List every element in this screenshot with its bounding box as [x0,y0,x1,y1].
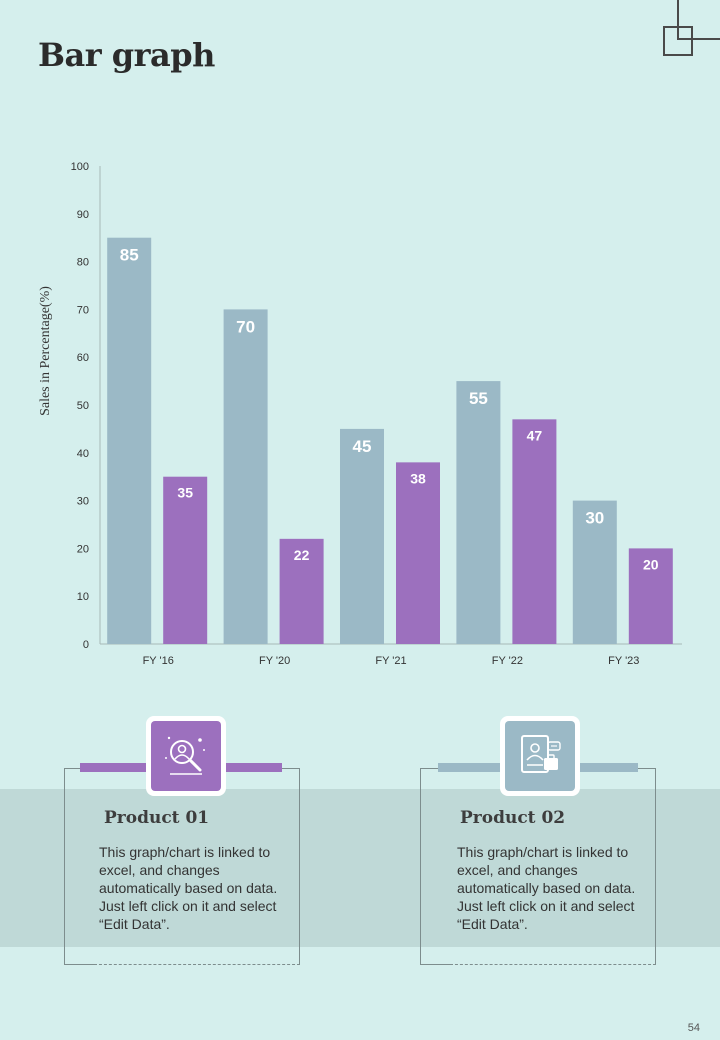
x-tick-label: FY '23 [608,655,639,667]
bar-product-02 [163,476,208,644]
page-title: Bar graph [38,36,215,74]
y-axis-title: Sales in Percentage(%) [38,286,53,416]
x-tick-label: FY '21 [375,655,406,667]
card-bottom-border [64,964,300,965]
product-title: Product 02 [460,808,566,828]
bar-product-02 [396,462,440,644]
bar-value-label: 47 [527,427,543,443]
bar-value-label: 38 [410,470,426,486]
bar-product-01 [223,309,268,644]
bar-value-label: 85 [120,246,139,265]
y-tick-label: 40 [77,448,89,460]
y-tick-label: 10 [77,591,89,603]
bar-product-02 [512,419,557,644]
bar-value-label: 20 [643,556,659,572]
bar-product-01 [107,237,152,644]
bar-product-01 [572,500,617,644]
x-tick-label: FY '16 [143,655,174,667]
icon-frame [500,716,580,796]
bar-product-02 [628,548,673,644]
x-tick-label: FY '20 [259,655,290,667]
product-title: Product 01 [104,808,210,828]
y-tick-label: 100 [71,161,89,173]
product-card-1: Product 01 This graph/chart is linked to… [64,716,300,965]
y-tick-label: 50 [77,400,89,412]
x-tick-label: FY '22 [492,655,523,667]
bar-value-label: 22 [294,547,310,563]
bar-product-01 [456,381,501,644]
icon-frame [146,716,226,796]
y-tick-label: 90 [77,209,89,221]
card-top-border [420,768,438,769]
bar-product-02 [279,538,324,644]
document-profile-icon [505,721,575,791]
card-bottom-border [420,964,656,965]
bar-value-label: 45 [353,437,372,456]
card-frame [420,768,656,965]
bar-product-01 [340,428,384,644]
background-band [0,789,720,947]
bar-chart: 0 10 20 30 40 50 60 70 80 90 100 Sales in Percentag… [38,161,682,667]
y-tick-label: 20 [77,543,89,555]
page-number: 54 [687,1022,700,1034]
card-top-border [282,768,300,769]
corner-square-decoration-small [663,26,693,56]
product-description: This graph/chart is linked to excel, and… [99,844,278,932]
card-top-border [64,768,80,769]
product-description: This graph/chart is linked to excel, and… [457,844,636,932]
bar-value-label: 55 [469,389,488,408]
y-tick-label: 0 [83,639,89,651]
corner-square-decoration [677,0,720,40]
card-top-border [638,768,656,769]
y-tick-label: 80 [77,257,89,269]
bar-value-label: 70 [236,317,255,336]
y-tick-label: 60 [77,352,89,364]
bar-value-label: 35 [177,485,193,501]
product-card-2: Product 02 This graph/chart is linked to… [420,716,656,965]
y-tick-label: 70 [77,304,89,316]
bar-value-label: 30 [585,509,604,528]
y-tick-label: 30 [77,496,89,508]
user-search-icon [151,721,221,791]
card-frame [64,768,300,965]
